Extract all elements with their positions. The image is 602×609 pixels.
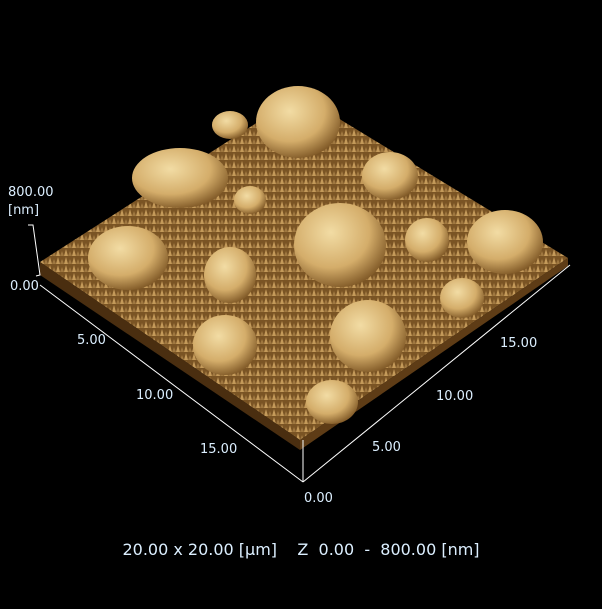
surface-grain xyxy=(405,218,449,262)
x-tick-10: 10.00 xyxy=(136,388,174,403)
z-unit-label: [nm] xyxy=(8,203,40,218)
surface-grain xyxy=(132,148,228,208)
y-tick-5: 5.00 xyxy=(372,440,401,455)
y-tick-10: 10.00 xyxy=(436,389,474,404)
surface-grain xyxy=(88,226,168,290)
surface-grain xyxy=(234,186,266,214)
scan-size: 20.00 x 20.00 [µm] xyxy=(122,540,278,559)
surface-grain xyxy=(440,278,484,318)
scan-info: 20.00 x 20.00 [µm] Z 0.00 - 800.00 [nm] xyxy=(0,540,602,559)
z-axis-line xyxy=(28,224,41,277)
surface-grain xyxy=(193,315,257,375)
surface-front-left xyxy=(40,262,300,450)
z-range: Z 0.00 - 800.00 [nm] xyxy=(297,540,480,559)
surface-grain xyxy=(362,152,418,200)
surface-grain xyxy=(330,300,406,372)
x-axis-line xyxy=(39,284,304,483)
surface-grain xyxy=(256,86,340,158)
z-min-label: 0.00 xyxy=(10,279,39,294)
surface-front-right xyxy=(300,258,568,450)
x-tick-0: 0.00 xyxy=(304,491,333,506)
surface-grain xyxy=(204,247,256,303)
surface-grain xyxy=(467,210,543,274)
surface-grain xyxy=(212,111,248,139)
z-max-label: 800.00 xyxy=(8,185,54,200)
surface-grain xyxy=(306,380,358,424)
y-tick-15: 15.00 xyxy=(500,336,538,351)
surface-grain xyxy=(294,203,386,287)
x-tick-5: 5.00 xyxy=(77,333,106,348)
y-axis-line xyxy=(302,264,571,483)
x-tick-15: 15.00 xyxy=(200,442,238,457)
